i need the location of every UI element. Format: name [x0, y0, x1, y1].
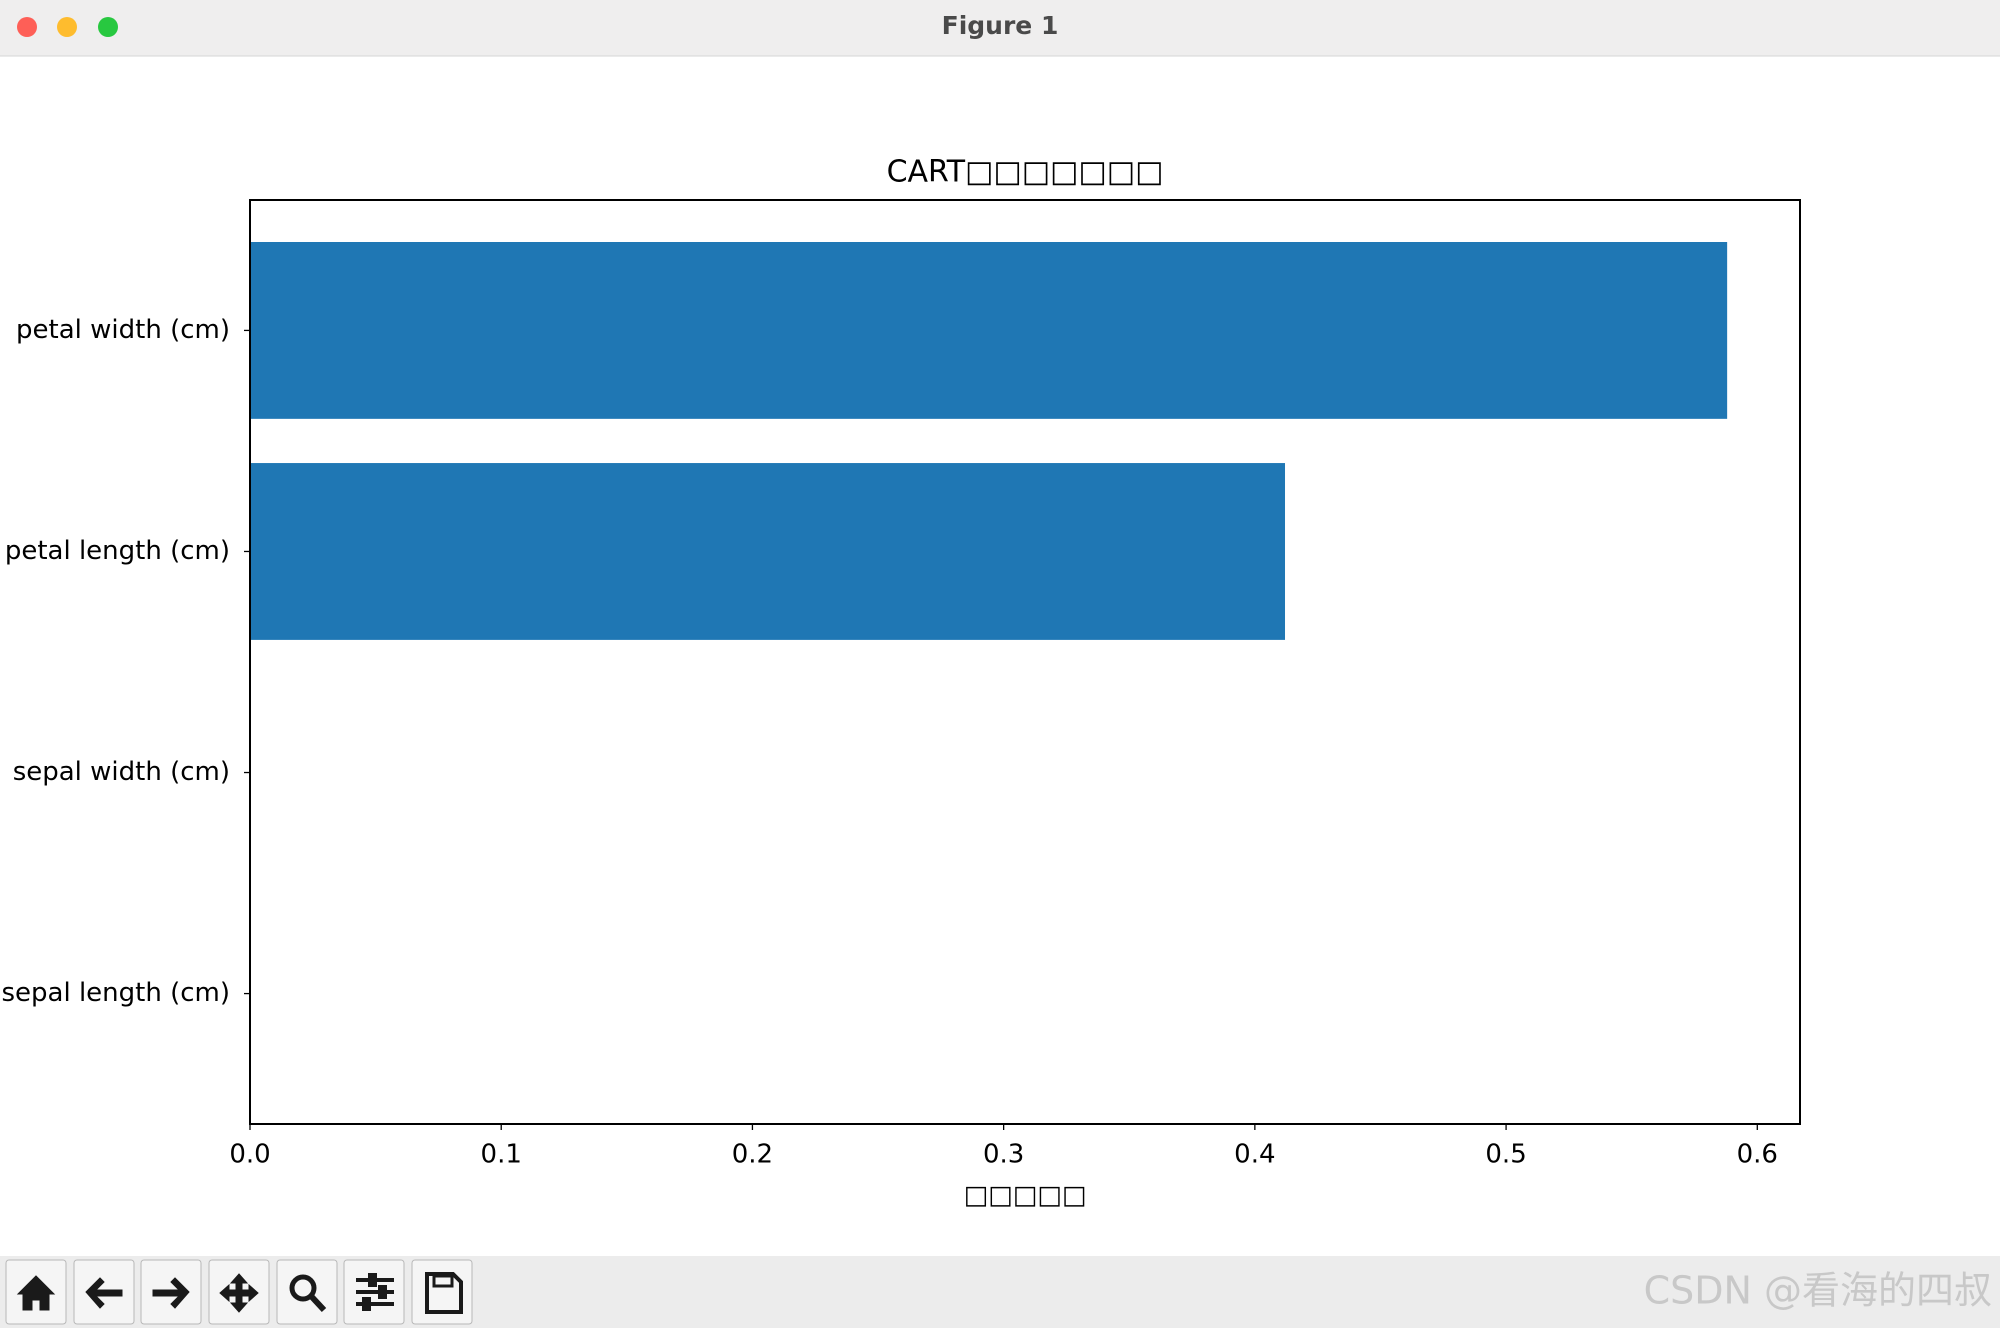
x-tick-label: 0.1 — [481, 1140, 522, 1170]
x-axis-label: □□□□□ — [964, 1181, 1087, 1211]
home-icon — [16, 1275, 56, 1311]
slider-knob — [378, 1285, 387, 1299]
save-icon-label — [432, 1274, 454, 1288]
back-icon — [85, 1277, 123, 1309]
x-tick-label: 0.2 — [732, 1140, 773, 1170]
toolbar-icons — [16, 1272, 463, 1314]
zoom-icon — [289, 1274, 317, 1302]
x-tick-label: 0.6 — [1737, 1140, 1778, 1170]
bar — [250, 463, 1286, 640]
title-bar — [0, 0, 2000, 56]
x-tick-label: 0.5 — [1485, 1140, 1526, 1170]
x-tick-label: 0.3 — [983, 1140, 1024, 1170]
y-tick-label: sepal width (cm) — [13, 757, 230, 787]
x-tick-label: 0.0 — [229, 1140, 270, 1170]
zoom-tool-button[interactable] — [276, 1259, 338, 1325]
y-tick-label: petal length (cm) — [5, 536, 230, 566]
chart: CART□□□□□□□ sepal length (cm) sepal width … — [1, 155, 1801, 1211]
minimize-button[interactable] — [57, 17, 77, 37]
forward-icon — [152, 1277, 190, 1309]
configure-icon — [356, 1273, 394, 1311]
save-icon — [425, 1272, 463, 1314]
chart-title: CART□□□□□□□ — [887, 155, 1164, 190]
axes-frame — [249, 199, 1801, 1125]
y-tick-label: petal width (cm) — [16, 315, 230, 345]
pan-icon — [219, 1273, 259, 1313]
slider-knob — [362, 1297, 371, 1311]
bar — [250, 242, 1728, 419]
slider-knob — [368, 1273, 377, 1287]
zoom-icon-handle — [308, 1293, 327, 1313]
watermark: CSDN @看海的四叔 — [1644, 1269, 1992, 1313]
y-tick-label: sepal length (cm) — [1, 978, 230, 1008]
x-tick-label: 0.4 — [1234, 1140, 1275, 1170]
close-button[interactable] — [17, 17, 37, 37]
window-title: Figure 1 — [942, 11, 1059, 40]
zoom-button[interactable] — [98, 17, 118, 37]
